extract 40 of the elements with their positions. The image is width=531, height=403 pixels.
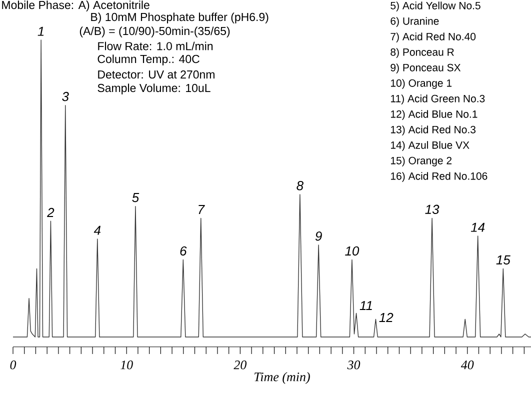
annotation: 7) Acid Red No.40 — [390, 32, 476, 42]
annotation: 5 — [132, 193, 140, 202]
annotation: 8 — [296, 181, 304, 190]
annotation: 1 — [38, 26, 44, 36]
text: Mobile Phase: A) Acetonitrile — [2, 0, 150, 12]
annotation: 13) Acid Red No.3 — [391, 126, 476, 136]
annotation: Sample Volume: 10uL — [98, 84, 210, 94]
annotation: 12 — [379, 312, 394, 322]
text: 5) Acid Yellow No.5 — [390, 2, 480, 12]
x-tick-label: 40 — [460, 360, 474, 370]
annotation: 11) Acid Green No.3 — [391, 94, 485, 104]
annotation: 15 — [496, 255, 510, 264]
annotation: Detector: UV at 270nm — [98, 70, 214, 79]
annotation: 16) Acid Red No.106 — [391, 172, 488, 182]
annotation: 15) Orange 2 — [391, 156, 452, 166]
annotation: 7 — [198, 205, 205, 214]
annotation: 8) Ponceau R — [390, 48, 454, 58]
annotation: 6 — [180, 246, 187, 256]
annotation: 10 — [345, 246, 360, 256]
text: (A/B) = (10/90)-50min-(35/65) — [80, 26, 230, 38]
annotation: 14) Azul Blue VX — [391, 141, 470, 151]
x-tick-label: 0 — [10, 360, 16, 370]
annotation: 9) Ponceau SX — [390, 64, 461, 74]
annotation: 12) Acid Blue No.1 — [391, 110, 478, 120]
text: B) 10mM Phosphate buffer (pH6.9) — [91, 12, 268, 24]
annotation: Flow Rate: 1.0 mL/min — [98, 42, 213, 50]
annotation: 13 — [425, 204, 440, 214]
annotation: 10) Orange 1 — [391, 79, 452, 89]
annotation: 11 — [360, 301, 372, 310]
annotation: 3 — [62, 92, 69, 102]
x-tick-label: 20 — [234, 360, 247, 370]
annotation: 4 — [94, 226, 101, 235]
annotation: Column Temp.: 40C — [98, 54, 200, 66]
x-axis-title: Time (min) — [254, 372, 310, 384]
x-tick-label: 30 — [347, 360, 360, 370]
annotation: 9 — [315, 232, 322, 241]
text: 6) Uranine — [390, 17, 439, 27]
annotation: 14 — [470, 222, 485, 232]
annotation: 2 — [47, 208, 54, 217]
x-tick-label: 10 — [120, 360, 133, 370]
